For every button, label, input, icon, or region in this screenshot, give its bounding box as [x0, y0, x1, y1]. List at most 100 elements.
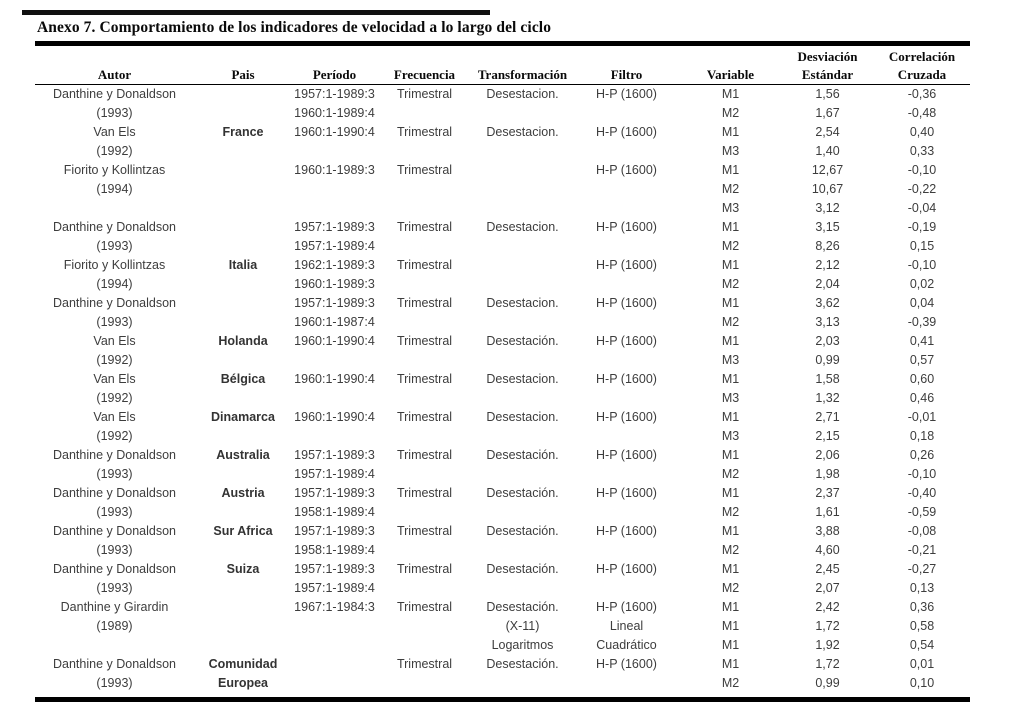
- table-cell: [377, 180, 472, 199]
- column-header-cell: Cruzada: [874, 65, 970, 85]
- table-cell: 1957:1-1989:3: [294, 562, 375, 576]
- table-cell: -0,10: [907, 163, 937, 177]
- table-cell: Bélgica: [220, 372, 266, 386]
- table-cell: 2,12: [815, 258, 840, 272]
- table-cell: H-P (1600): [596, 657, 657, 671]
- table-cell: Danthine y Donaldson: [53, 448, 176, 462]
- table-cell: [472, 256, 573, 275]
- table-cell: 0,02: [909, 277, 935, 291]
- table-cell: 8,26: [815, 239, 840, 253]
- table-cell: [194, 218, 292, 237]
- table-cell: M1: [721, 562, 740, 576]
- table-cell: Desestacion.: [486, 125, 559, 139]
- table-cell: [194, 598, 292, 617]
- table-cell: [472, 465, 573, 484]
- table-cell: 0,15: [909, 239, 935, 253]
- table-cell: 1957:1-1989:3: [294, 87, 375, 101]
- table-cell: M1: [721, 87, 740, 101]
- table-cell: 2,07: [815, 581, 840, 595]
- table-cell: [472, 313, 573, 332]
- header-cell: [573, 48, 680, 65]
- table-cell: Desestación.: [486, 657, 559, 671]
- table-cell: 1960:1-1990:4: [294, 372, 375, 386]
- table-cell: H-P (1600): [596, 296, 657, 310]
- table-cell: Danthine y Donaldson: [53, 296, 176, 310]
- table-cell: M1: [721, 524, 740, 538]
- table-cell: M1: [721, 258, 740, 272]
- table-cell: (1993): [96, 505, 133, 519]
- table-cell: H-P (1600): [596, 334, 657, 348]
- table-cell: [377, 199, 472, 218]
- table-cell: [472, 237, 573, 256]
- table-cell: M3: [721, 353, 740, 367]
- table-cell: Danthine y Donaldson: [53, 657, 176, 671]
- table-cell: 1,58: [815, 372, 840, 386]
- table-cell: 1,98: [815, 467, 840, 481]
- table-cell: [292, 199, 377, 218]
- table-cell: [573, 541, 680, 560]
- table-cell: Sur Africa: [213, 524, 273, 538]
- table-cell: M2: [721, 182, 740, 196]
- table-row: Danthine y Donaldson 1957:1-1989:3 Trimest…: [35, 218, 970, 237]
- table-cell: 2,04: [815, 277, 840, 291]
- table-cell: -0,01: [907, 410, 937, 424]
- table-row: Danthine y Donaldson 1957:1-1989:3 Trimest…: [35, 85, 970, 105]
- table-cell: [194, 636, 292, 655]
- column-header-cell: Frecuencia: [377, 65, 472, 85]
- table-cell: Desestación.: [486, 562, 559, 576]
- table-cell: Comunidad: [208, 657, 278, 671]
- table-cell: [377, 237, 472, 256]
- table-cell: 0,99: [815, 353, 840, 367]
- table-cell: (1994): [96, 182, 133, 196]
- table-cell: 1967:1-1984:3: [294, 600, 375, 614]
- table-cell: 1,61: [815, 505, 840, 519]
- table-cell: Trimestral: [396, 220, 453, 234]
- table-cell: 1,32: [815, 391, 840, 405]
- table-cell: [35, 199, 194, 218]
- table-cell: Dinamarca: [211, 410, 275, 424]
- table-cell: [194, 180, 292, 199]
- table-cell: 0,41: [909, 334, 935, 348]
- table-cell: Desestacion.: [486, 410, 559, 424]
- header-cell: [292, 48, 377, 65]
- table-cell: (1992): [96, 144, 133, 158]
- table-cell: Austria: [221, 486, 265, 500]
- table-cell: H-P (1600): [596, 524, 657, 538]
- table-cell: [472, 541, 573, 560]
- table-bottom-rule: [35, 697, 970, 702]
- table-cell: 3,15: [815, 220, 840, 234]
- table-cell: Trimestral: [396, 562, 453, 576]
- table-cell: [194, 351, 292, 370]
- table-cell: M1: [721, 657, 740, 671]
- table-cell: [377, 427, 472, 446]
- header-cell: Desviación: [797, 49, 858, 64]
- table-row: (1993) 1958:1-1989:4 M2 4,60 -0,21: [35, 541, 970, 560]
- table-row: Fiorito y Kollintzas 1960:1-1989:3 Trimest…: [35, 161, 970, 180]
- table-cell: 3,13: [815, 315, 840, 329]
- table-cell: Trimestral: [396, 334, 453, 348]
- table-cell: M1: [721, 334, 740, 348]
- table-cell: Suiza: [226, 562, 260, 576]
- table-cell: 1960:1-1989:4: [294, 106, 375, 120]
- table-cell: M1: [721, 448, 740, 462]
- table-cell: M1: [721, 638, 740, 652]
- table-cell: Danthine y Donaldson: [53, 486, 176, 500]
- table-cell: 0,33: [909, 144, 935, 158]
- table-cell: M3: [721, 429, 740, 443]
- table-cell: 1957:1-1989:3: [294, 524, 375, 538]
- table-cell: Trimestral: [396, 486, 453, 500]
- table-cell: [472, 142, 573, 161]
- table-row: (1992) M3 2,15 0,18: [35, 427, 970, 446]
- table-cell: -0,21: [907, 543, 937, 557]
- table-cell: (1993): [96, 676, 133, 690]
- table-cell: [377, 142, 472, 161]
- table-cell: [292, 655, 377, 674]
- table-cell: M2: [721, 315, 740, 329]
- table-cell: 1957:1-1989:3: [294, 448, 375, 462]
- table-cell: -0,48: [907, 106, 937, 120]
- table-cell: H-P (1600): [596, 87, 657, 101]
- table-cell: 0,13: [909, 581, 935, 595]
- table-row: Van Els Dinamarca 1960:1-1990:4 Trimestral D…: [35, 408, 970, 427]
- column-header-cell: Período: [292, 65, 377, 85]
- table-cell: 2,15: [815, 429, 840, 443]
